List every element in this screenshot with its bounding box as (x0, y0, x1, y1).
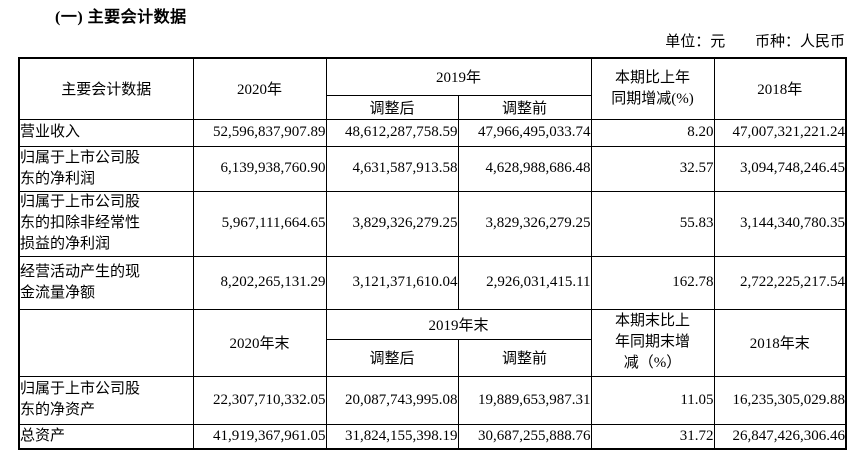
table-row-net-assets: 归属于上市公司股 东的净资产 22,307,710,332.05 20,087,… (18, 375, 847, 425)
header-row-top-a: 主要会计数据 2020年 2019年 本期比上年 同期增减(%) 2018年 (18, 57, 847, 120)
header-adjusted-after: 调整后 (325, 338, 459, 377)
table-row-net-profit: 归属于上市公司股 东的净利润 6,139,938,760.90 4,631,58… (18, 145, 847, 192)
row-label: 归属于上市公司股 东的净利润 (18, 145, 194, 192)
section-title: (一) 主要会计数据 (55, 9, 187, 26)
header-adjusted-before: 调整前 (457, 338, 592, 377)
value-change-pct: 31.72 (590, 423, 715, 450)
accounting-data-table: 主要会计数据 2020年 2019年 本期比上年 同期增减(%) 2018年 调… (18, 57, 848, 450)
value-2018: 3,144,340,780.35 (713, 190, 847, 257)
value-change-pct: 11.05 (590, 375, 715, 425)
table-row-operating-cash-flow: 经营活动产生的现 金流量净额 8,202,265,131.29 3,121,37… (18, 255, 847, 310)
header-row-bottom-b: 调整后 调整前 (19, 338, 846, 377)
value-2018: 2,722,225,217.54 (713, 255, 847, 310)
value-2019-adjusted-before: 19,889,653,987.31 (457, 375, 592, 425)
value-change-pct: 55.83 (590, 190, 715, 257)
header-2018: 2018年 (713, 57, 847, 120)
value-2020: 22,307,710,332.05 (192, 375, 327, 425)
value-2020: 52,596,837,907.89 (192, 118, 327, 147)
value-2019-adjusted-before: 4,628,988,686.48 (457, 145, 592, 192)
unit-line: 单位：元 币种：人民币 (665, 30, 845, 51)
currency-label: 币种：人民币 (754, 34, 845, 50)
header-metric: 主要会计数据 (18, 57, 194, 120)
value-2018: 26,847,426,306.46 (713, 423, 847, 450)
header-2020-end: 2020年末 (192, 308, 327, 377)
value-2020: 5,967,111,664.65 (192, 190, 327, 257)
value-2019-adjusted-before: 47,966,495,033.74 (457, 118, 592, 147)
value-2019-adjusted-after: 4,631,587,913.58 (325, 145, 459, 192)
header-change-end: 本期末比上 年同期末增 减（%） (590, 308, 715, 377)
value-2019-adjusted-after: 31,824,155,398.19 (325, 423, 459, 450)
value-2019-adjusted-before: 2,926,031,415.11 (457, 255, 592, 310)
value-2019-adjusted-before: 30,687,255,888.76 (457, 423, 592, 450)
value-2020: 8,202,265,131.29 (192, 255, 327, 310)
value-2019-adjusted-before: 3,829,326,279.25 (457, 190, 592, 257)
value-change-pct: 162.78 (590, 255, 715, 310)
row-label: 营业收入 (18, 118, 194, 147)
value-2019-adjusted-after: 3,121,371,610.04 (325, 255, 459, 310)
value-change-pct: 8.20 (590, 118, 715, 147)
value-2018: 3,094,748,246.45 (713, 145, 847, 192)
value-2018: 16,235,305,029.88 (713, 375, 847, 425)
value-2020: 6,139,938,760.90 (192, 145, 327, 192)
header-adjusted-before: 调整前 (457, 94, 592, 120)
header-2019-end: 2019年末 (325, 308, 592, 340)
header-row-bottom-a: 2020年末 2019年末 本期末比上 年同期末增 减（%） 2018年末 (18, 308, 847, 377)
row-label: 总资产 (18, 423, 194, 450)
table-row-net-profit-deducted: 归属于上市公司股 东的扣除非经常性 损益的净利润 5,967,111,664.6… (18, 190, 847, 257)
header-empty (18, 308, 194, 377)
header-2018-end: 2018年末 (713, 308, 847, 377)
row-label: 归属于上市公司股 东的净资产 (18, 375, 194, 425)
value-2020: 41,919,367,961.05 (192, 423, 327, 450)
table-row-total-assets: 总资产 41,919,367,961.05 31,824,155,398.19 … (18, 423, 847, 450)
header-change: 本期比上年 同期增减(%) (590, 57, 715, 120)
unit-label: 单位：元 (665, 34, 726, 50)
row-label: 归属于上市公司股 东的扣除非经常性 损益的净利润 (18, 190, 194, 257)
value-change-pct: 32.57 (590, 145, 715, 192)
value-2019-adjusted-after: 3,829,326,279.25 (325, 190, 459, 257)
header-adjusted-after: 调整后 (325, 94, 459, 120)
table-row-revenue: 营业收入 52,596,837,907.89 48,612,287,758.59… (18, 118, 847, 147)
value-2019-adjusted-after: 20,087,743,995.08 (325, 375, 459, 425)
header-2019: 2019年 (325, 57, 592, 96)
value-2018: 47,007,321,221.24 (713, 118, 847, 147)
row-label: 经营活动产生的现 金流量净额 (18, 255, 194, 310)
header-2020: 2020年 (192, 57, 327, 120)
value-2019-adjusted-after: 48,612,287,758.59 (325, 118, 459, 147)
header-row-top-b: 调整后 调整前 (19, 94, 846, 120)
